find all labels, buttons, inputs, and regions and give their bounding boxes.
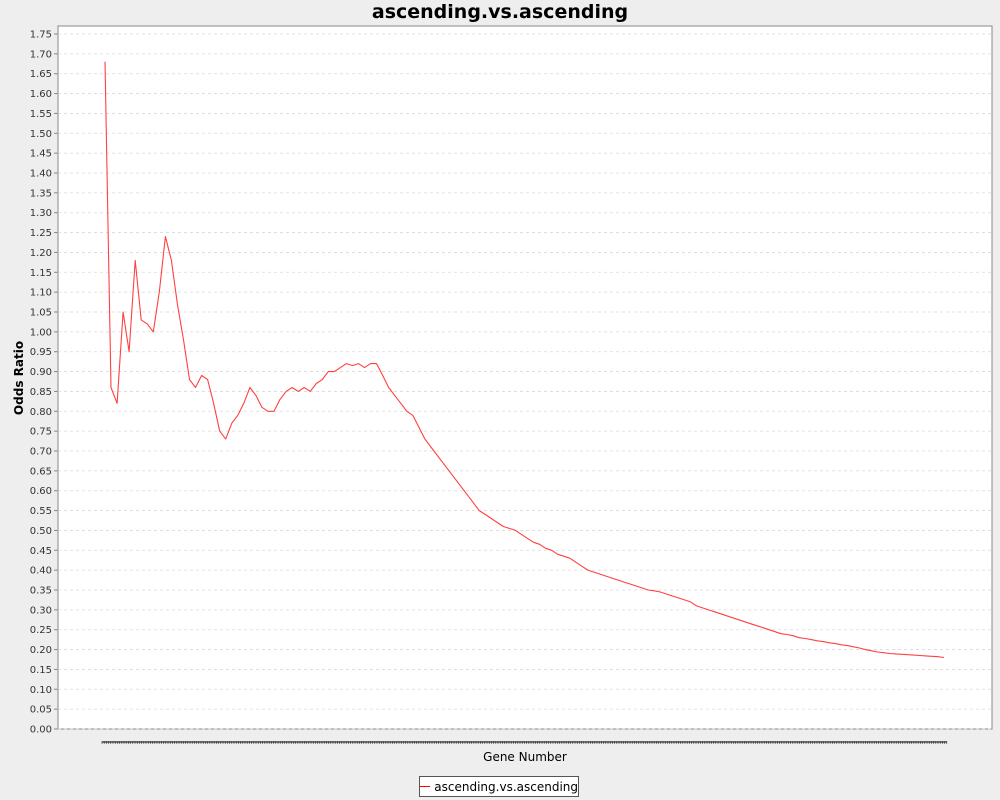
y-tick-label: 1.55 [30, 109, 52, 120]
y-tick-label: 0.85 [30, 387, 52, 398]
y-tick-label: 0.35 [30, 586, 52, 597]
y-tick-label: 1.75 [30, 30, 52, 41]
y-tick-label: 1.00 [30, 327, 52, 338]
y-tick-label: 1.20 [30, 248, 52, 259]
y-tick-label: 0.65 [30, 466, 52, 477]
y-tick-label: 1.25 [30, 228, 52, 239]
y-tick-label: 0.95 [30, 347, 52, 358]
y-tick-label: 1.05 [30, 308, 52, 319]
y-axis-label: Odds Ratio [12, 341, 26, 415]
y-tick-label: 0.45 [30, 546, 52, 557]
y-tick-label: 0.25 [30, 625, 52, 636]
y-tick-label: 1.30 [30, 208, 52, 219]
legend: ascending.vs.ascending [419, 776, 579, 797]
y-tick-label: 1.60 [30, 89, 52, 100]
y-tick-label: 1.35 [30, 188, 52, 199]
y-tick-label: 0.10 [30, 685, 52, 696]
x-axis [101, 741, 948, 744]
y-tick-label: 1.70 [30, 49, 52, 60]
y-tick-label: 1.50 [30, 129, 52, 140]
y-axis-ticks: 0.00 0.05 0.10 0.15 0.20 0.25 0.30 0.35 0.40 0.45… [30, 30, 58, 736]
x-axis-label: Gene Number [483, 750, 567, 764]
y-tick-label: 0.80 [30, 407, 52, 418]
y-tick-label: 0.20 [30, 645, 52, 656]
y-tick-label: 0.75 [30, 427, 52, 438]
y-tick-label: 1.65 [30, 69, 52, 80]
y-tick-label: 0.30 [30, 605, 52, 616]
y-tick-label: 0.70 [30, 447, 52, 458]
y-tick-label: 0.60 [30, 486, 52, 497]
y-tick-label: 1.15 [30, 268, 52, 279]
y-tick-label: 1.40 [30, 169, 52, 180]
y-tick-label: 0.50 [30, 526, 52, 537]
y-tick-label: 0.00 [30, 725, 52, 736]
y-tick-label: 1.45 [30, 149, 52, 160]
chart-title: ascending.vs.ascending [371, 1, 629, 23]
legend-swatch [420, 786, 431, 787]
series-group [104, 61, 945, 659]
series-line-ascending-vs-ascending [104, 61, 945, 659]
plot-area [57, 25, 993, 730]
y-tick-label: 0.40 [30, 566, 52, 577]
y-tick-label: 0.05 [30, 705, 52, 716]
y-tick-label: 0.55 [30, 506, 52, 517]
y-tick-label: 0.90 [30, 367, 52, 378]
y-tick-label: 1.10 [30, 288, 52, 299]
y-tick-label: 0.15 [30, 665, 52, 676]
legend-label: ascending.vs.ascending [434, 779, 578, 794]
